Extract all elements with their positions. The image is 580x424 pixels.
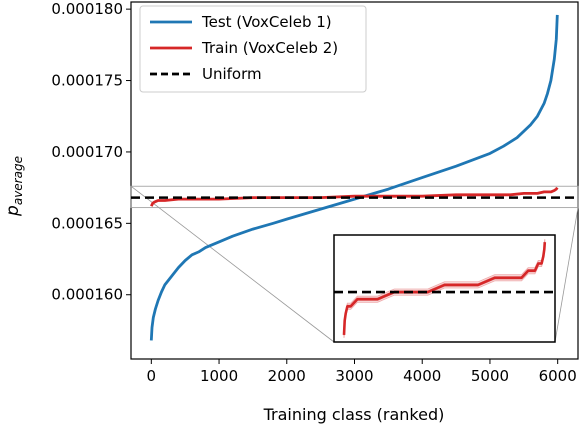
x-axis: 0 1000 2000 3000 4000 5000 6000 <box>147 359 577 385</box>
y-tick-label: 0.000175 <box>51 72 123 90</box>
inset-spread-line <box>343 245 546 338</box>
zoom-connector <box>554 207 579 343</box>
y-tick-label: 0.000180 <box>51 0 123 18</box>
inset-series-group <box>334 239 555 338</box>
y-axis: 0.000160 0.000165 0.000170 0.000175 0.000180 <box>51 0 131 304</box>
y-tick-label: 0.000160 <box>51 286 123 304</box>
legend-box <box>139 5 367 93</box>
y-axis-label-main: p <box>3 205 23 217</box>
inset-spread-line <box>343 240 546 334</box>
series-group <box>131 14 578 341</box>
y-axis-label-sub: average <box>11 156 25 205</box>
inset-frame <box>333 234 556 343</box>
y-tick-label: 0.000170 <box>51 143 123 161</box>
legend-label-2: Uniform <box>202 65 262 83</box>
x-tick-label: 6000 <box>539 367 577 385</box>
series-line-1 <box>150 186 559 207</box>
series-line-0 <box>149 14 559 341</box>
svg-text:paverage: paverage <box>3 156 25 217</box>
inset-series-train <box>342 242 547 335</box>
x-tick-label: 1000 <box>200 367 238 385</box>
legend-label-1: Train (VoxCeleb 2) <box>201 39 338 57</box>
x-axis-label: Training class (ranked) <box>263 405 445 424</box>
x-tick-label: 4000 <box>403 367 441 385</box>
y-axis-label: paverage <box>3 156 25 217</box>
x-tick-label: 2000 <box>268 367 306 385</box>
legend: Test (VoxCeleb 1) Train (VoxCeleb 2) Unifo… <box>139 5 367 93</box>
inset-plot <box>333 234 556 343</box>
zoom-connector <box>130 185 335 343</box>
y-tick-label: 0.000165 <box>51 214 123 232</box>
legend-label-0: Test (VoxCeleb 1) <box>201 13 332 31</box>
x-tick-label: 5000 <box>471 367 509 385</box>
inset-spread-line <box>343 239 546 332</box>
x-tick-label: 0 <box>147 367 157 385</box>
x-tick-label: 3000 <box>335 367 373 385</box>
